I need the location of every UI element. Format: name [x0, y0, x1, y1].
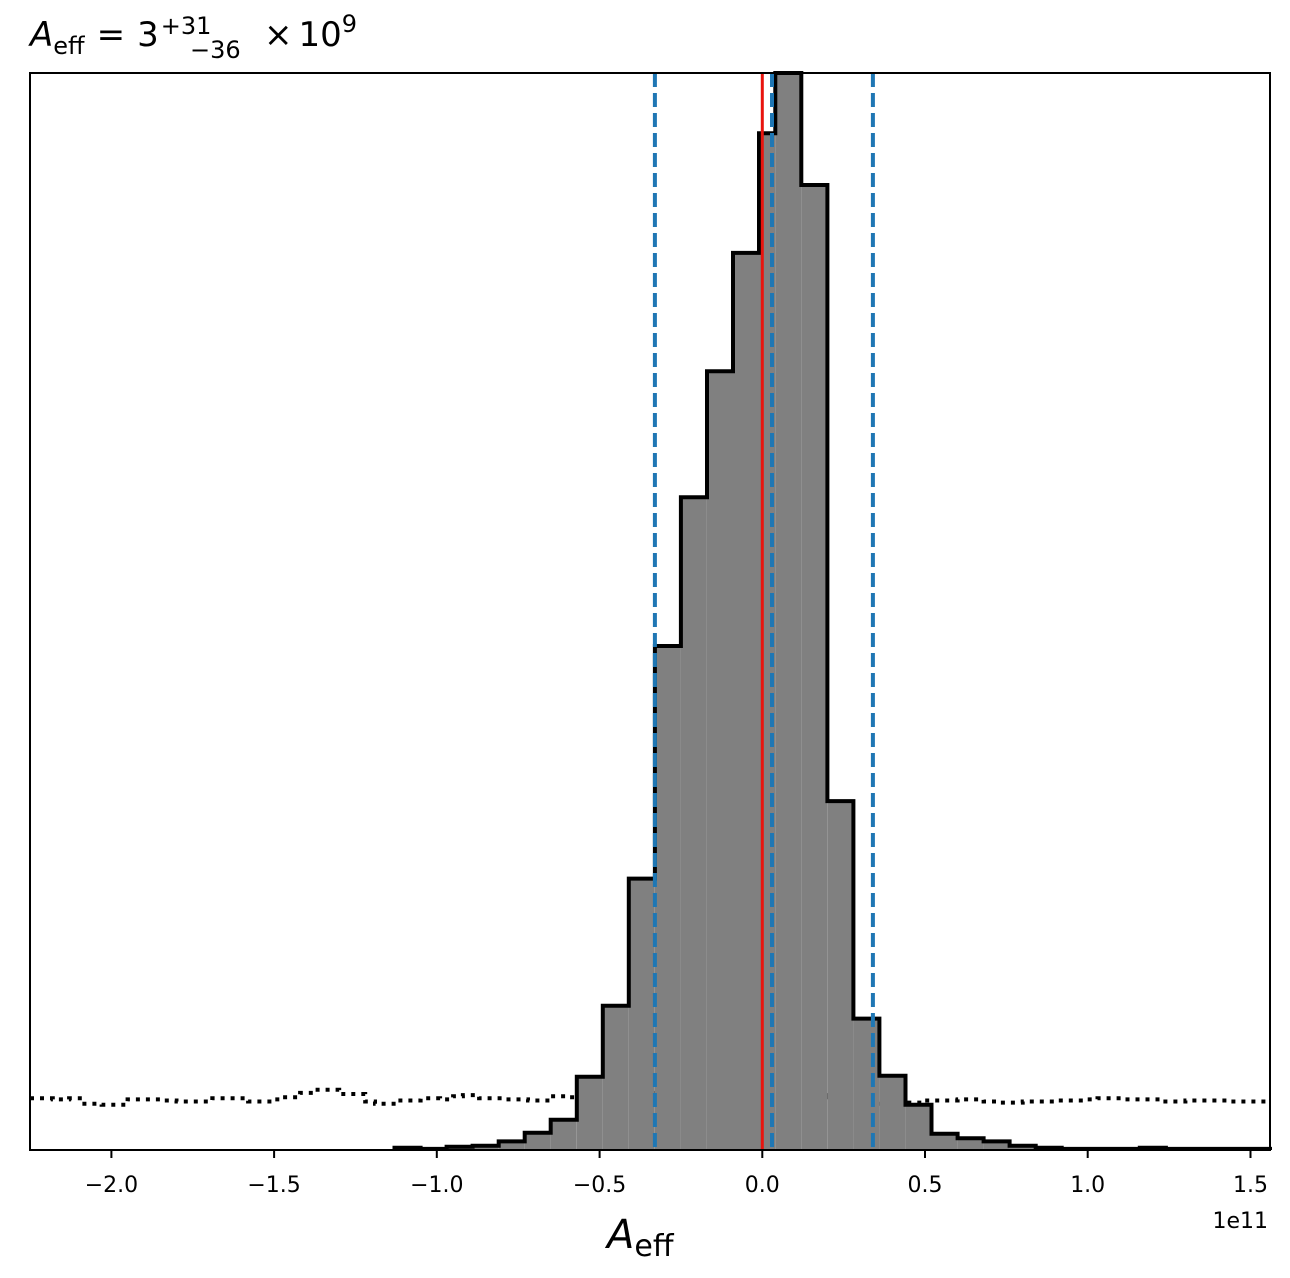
histogram-bar	[680, 497, 707, 1150]
x-axis-ticks: −2.0 −1.5 −1.0 −0.5 0.0 0.5 1.0 1.5	[85, 1150, 1268, 1198]
histogram-bar	[707, 371, 733, 1150]
title-times: ×	[264, 15, 293, 55]
xlabel-symbol: A	[604, 1212, 634, 1258]
title-value: 3	[137, 15, 159, 55]
x-axis-label: Aeff	[604, 1212, 675, 1264]
title-exponent: 9	[342, 10, 357, 38]
histogram-bar	[733, 252, 759, 1150]
title-lower-error: −36	[190, 36, 241, 64]
posterior-histogram	[392, 71, 1272, 1151]
xlabel-subscript: eff	[634, 1229, 674, 1264]
histogram-bar	[775, 73, 802, 1150]
plot-area	[30, 71, 1272, 1151]
histogram-bar	[983, 1141, 1010, 1150]
histogram-bar	[827, 801, 854, 1150]
chart-title: Aeff = 3+31 −36 × 109	[28, 10, 357, 64]
x-tick-label: 1.0	[1070, 1173, 1105, 1198]
histogram-bar	[472, 1145, 499, 1150]
plot-frame	[29, 72, 1271, 1151]
histogram-bar	[602, 1005, 629, 1150]
title-symbol: A	[28, 15, 53, 55]
x-tick-label: −0.5	[573, 1173, 626, 1198]
x-tick-label: 1.5	[1233, 1173, 1268, 1198]
title-upper-error: +31	[161, 12, 212, 40]
x-tick-label: −1.5	[247, 1173, 300, 1198]
histogram-bar	[498, 1141, 525, 1150]
histogram-bar	[628, 878, 655, 1150]
title-equals: =	[97, 15, 126, 55]
histogram-bar	[550, 1119, 577, 1150]
reference-lines	[652, 73, 875, 1150]
histogram-bar	[654, 646, 681, 1150]
histogram-bar	[576, 1076, 603, 1150]
x-tick-label: 0.5	[908, 1173, 943, 1198]
prior-step-line	[30, 1087, 1270, 1107]
histogram-bar	[1009, 1145, 1036, 1150]
histogram-bar	[801, 185, 828, 1150]
histogram-bar	[905, 1104, 932, 1150]
histogram-bar	[853, 1018, 880, 1150]
x-tick-label: −1.0	[410, 1173, 463, 1198]
histogram-bar	[879, 1075, 906, 1150]
x-tick-label: 0.0	[745, 1173, 780, 1198]
x-tick-label: −2.0	[85, 1173, 138, 1198]
histogram-bar	[931, 1133, 958, 1150]
histogram-bar	[957, 1138, 984, 1150]
title-power-base: 10	[299, 15, 342, 55]
prior-histogram	[30, 1087, 1270, 1107]
x-offset-label: 1e11	[1212, 1209, 1268, 1234]
title-subscript: eff	[53, 32, 85, 60]
histogram-bar	[524, 1132, 551, 1150]
